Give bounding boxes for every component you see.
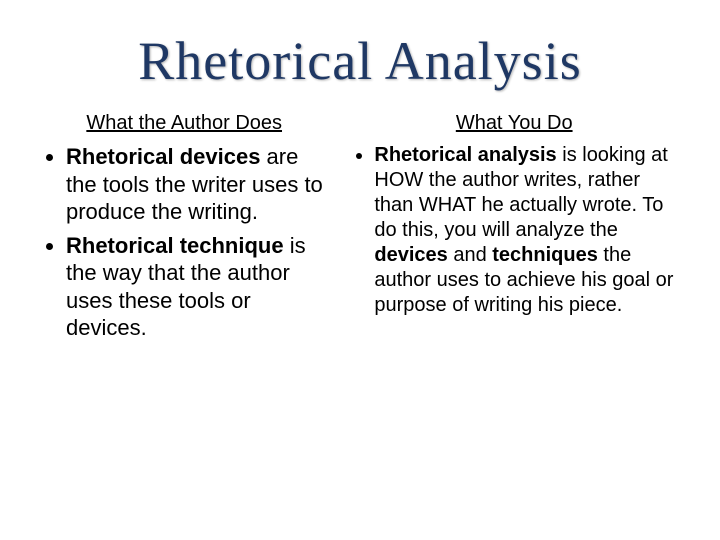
list-item: Rhetorical devices are the tools the wri…: [66, 143, 328, 226]
right-column: What You Do Rhetorical analysis is looki…: [348, 112, 680, 348]
bold-text: Rhetorical devices: [66, 144, 260, 169]
page-title: Rhetorical Analysis: [40, 30, 680, 92]
bold-text: techniques: [492, 244, 598, 266]
left-heading: What the Author Does: [40, 112, 328, 135]
list-item: Rhetorical analysis is looking at HOW th…: [374, 143, 680, 318]
right-list: Rhetorical analysis is looking at HOW th…: [348, 143, 680, 318]
bold-text: Rhetorical analysis: [374, 144, 556, 166]
bold-text: Rhetorical technique: [66, 233, 284, 258]
columns: What the Author Does Rhetorical devices …: [40, 112, 680, 348]
bold-text: devices: [374, 244, 447, 266]
right-heading: What You Do: [348, 112, 680, 135]
body-text: and: [448, 244, 492, 266]
slide: Rhetorical Analysis What the Author Does…: [0, 0, 720, 540]
list-item: Rhetorical technique is the way that the…: [66, 232, 328, 342]
left-list: Rhetorical devices are the tools the wri…: [40, 143, 328, 342]
left-column: What the Author Does Rhetorical devices …: [40, 112, 328, 348]
